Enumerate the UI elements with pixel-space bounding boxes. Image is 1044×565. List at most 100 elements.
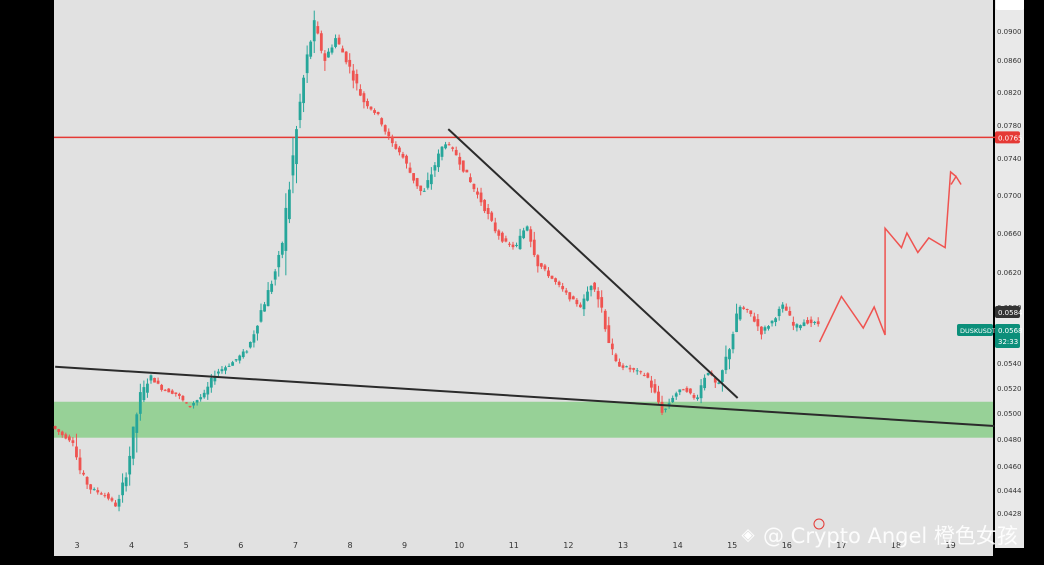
candle [515, 244, 518, 246]
candle [593, 282, 597, 290]
resistance-price-label: 0.0765 [998, 134, 1023, 142]
candle [220, 369, 224, 372]
candle [192, 403, 195, 406]
candle [493, 222, 497, 232]
candle [628, 367, 632, 370]
candle [419, 185, 423, 192]
candle [351, 70, 355, 81]
candle [479, 192, 483, 203]
candle [763, 327, 767, 331]
y-tick-label: 0.0780 [997, 122, 1022, 130]
candle [380, 118, 384, 125]
candle [610, 343, 614, 350]
candle [724, 356, 728, 371]
x-tick-label: 8 [347, 541, 352, 550]
candle [813, 321, 817, 323]
candle [774, 318, 778, 323]
candle [188, 405, 192, 407]
candle [653, 384, 657, 393]
candle [394, 144, 398, 149]
candle [451, 147, 455, 149]
candle [241, 351, 245, 358]
candle [561, 286, 565, 290]
candle [85, 477, 89, 485]
candle [660, 401, 664, 413]
candle [202, 392, 206, 398]
x-tick-label: 11 [509, 541, 519, 550]
candle [284, 207, 288, 251]
candle [703, 377, 707, 389]
candle [369, 106, 373, 110]
candle [362, 93, 366, 103]
candle [649, 380, 653, 388]
candle [234, 359, 238, 361]
x-tick-label: 3 [74, 541, 79, 550]
x-tick-label: 16 [782, 541, 792, 550]
candle [298, 101, 302, 121]
candle [749, 310, 753, 315]
x-tick-label: 7 [293, 541, 298, 550]
axis-button[interactable] [996, 0, 1024, 10]
candle [89, 484, 93, 490]
candle [195, 400, 199, 403]
candle [206, 386, 210, 395]
candle [199, 397, 203, 400]
candle [373, 110, 376, 113]
event-marker-icon[interactable] [813, 518, 825, 530]
candle [53, 426, 57, 429]
x-tick-label: 17 [836, 541, 846, 550]
candle [405, 155, 408, 164]
plot-area [54, 0, 993, 556]
candle [745, 308, 749, 310]
last-price-tag [995, 324, 1020, 348]
candle [532, 239, 536, 256]
candle [266, 290, 270, 307]
candle [589, 285, 593, 291]
candle [245, 351, 249, 353]
candle [327, 51, 330, 58]
candle [185, 402, 188, 404]
y-tick-label: 0.0740 [997, 155, 1022, 163]
candle [323, 53, 327, 61]
candle [483, 199, 486, 212]
y-tick-label: 0.0520 [997, 385, 1022, 393]
candle [227, 365, 231, 367]
candle [295, 129, 298, 165]
candle [571, 296, 575, 300]
candle [302, 77, 305, 104]
candle [458, 156, 462, 165]
y-tick-label: 0.0428 [997, 510, 1022, 518]
candle [177, 393, 181, 396]
candle [444, 144, 447, 149]
candle [135, 414, 139, 433]
candle [678, 389, 682, 393]
candle [305, 54, 309, 74]
candle [273, 271, 277, 280]
descending-trendline [447, 128, 739, 399]
candle [511, 244, 515, 248]
resistance-price-tag [995, 131, 1020, 144]
marker-price-tag [995, 306, 1020, 318]
candle [121, 482, 124, 496]
y-tick-label: 0.0444 [997, 487, 1022, 495]
candle [96, 490, 100, 493]
candle [738, 306, 742, 320]
candle [625, 366, 628, 368]
candle [529, 229, 533, 242]
candle [408, 167, 412, 173]
candle [383, 125, 387, 132]
y-tick-label: 0.0660 [997, 230, 1022, 238]
candle [64, 434, 68, 439]
candle [795, 324, 799, 328]
candle [508, 243, 511, 245]
candle [57, 429, 61, 432]
candle [760, 326, 763, 335]
candle [674, 393, 678, 397]
support-zone [54, 401, 993, 438]
candle [316, 26, 320, 34]
candle [390, 136, 394, 144]
candle [366, 101, 369, 107]
candle [149, 375, 153, 381]
